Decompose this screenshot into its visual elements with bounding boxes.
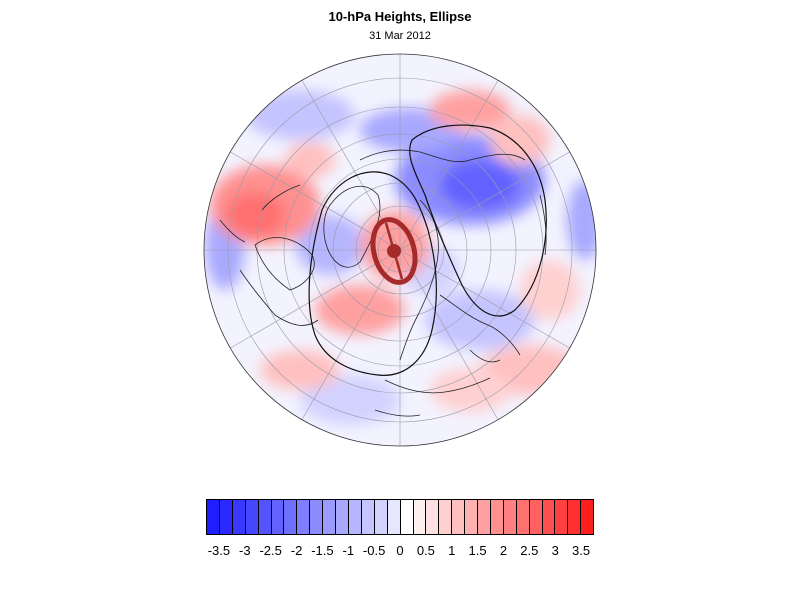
- figure-date: 31 Mar 2012: [369, 30, 431, 42]
- colorbar-tick-label: 3: [551, 543, 559, 558]
- colorbar-tick-label: -1: [342, 543, 355, 558]
- colorbar-swatch: [387, 500, 401, 534]
- colorbar-swatch: [555, 500, 569, 534]
- colorbar-swatch: [258, 500, 272, 534]
- colorbar-swatch: [207, 500, 220, 534]
- colorbar-tick-label: -2.5: [259, 543, 282, 558]
- colorbar-tick-label: 2.5: [520, 543, 539, 558]
- colorbar-tick-label: 1.5: [468, 543, 487, 558]
- colorbar-tick-label: -0.5: [362, 543, 386, 558]
- colorbar-tick-label: 0: [396, 543, 404, 558]
- colorbar-swatch: [374, 500, 388, 534]
- colorbar-swatch: [245, 500, 259, 534]
- colorbar-tick-label: 2: [499, 543, 508, 558]
- colorbar-swatch: [568, 500, 582, 534]
- colorbar-swatch: [503, 500, 517, 534]
- colorbar-swatch: [348, 500, 362, 534]
- colorbar: [206, 499, 594, 535]
- colorbar-swatch: [529, 500, 543, 534]
- colorbar-swatch: [439, 500, 453, 534]
- colorbar-tick-label: -1.5: [311, 543, 334, 558]
- colorbar-swatch: [465, 500, 479, 534]
- colorbar-swatch: [219, 500, 233, 534]
- map-disk: [204, 54, 596, 446]
- coastlines: [219, 149, 547, 417]
- map-boundary: [203, 53, 597, 447]
- colorbar-swatch: [516, 500, 530, 534]
- colorbar-swatch: [271, 500, 285, 534]
- colorbar-tick-label: -2: [290, 543, 303, 558]
- colorbar-swatch: [361, 500, 375, 534]
- colorbar-swatch: [297, 500, 311, 534]
- colorbar-tick-label: 1: [448, 543, 456, 558]
- colorbar-swatch: [323, 500, 337, 534]
- colorbar-swatch: [284, 500, 298, 534]
- colorbar-tick-label: 0.5: [416, 543, 435, 558]
- colorbar-swatch: [581, 500, 594, 534]
- ellipse-center-dot: [387, 244, 401, 258]
- colorbar-swatch: [400, 500, 414, 534]
- colorbar-swatch: [490, 500, 504, 534]
- ellipse-outline: [370, 217, 418, 285]
- colorbar-labels: -3.5 -3 -2.5 -2 -1.5 -1 -0.5 0 0.5 1 1.5 2 2.5 3 3.5: [0, 543, 800, 561]
- colorbar-swatch: [232, 500, 246, 534]
- colorbar-swatch: [426, 500, 440, 534]
- height-contours: [308, 124, 547, 376]
- colorbar-swatch: [310, 500, 324, 534]
- colorbar-swatch: [413, 500, 427, 534]
- colorbar-swatch: [542, 500, 556, 534]
- figure-title: 10-hPa Heights, Ellipse: [328, 9, 472, 24]
- colorbar-tick-label: -3: [239, 543, 251, 558]
- colorbar-swatch: [336, 500, 349, 534]
- colorbar-tick-label: 3.5: [572, 543, 591, 558]
- vortex-ellipse: [370, 217, 418, 285]
- colorbar-swatch: [452, 500, 466, 534]
- colorbar-swatch: [478, 500, 491, 534]
- colorbar-tick-label: -3.5: [207, 543, 231, 558]
